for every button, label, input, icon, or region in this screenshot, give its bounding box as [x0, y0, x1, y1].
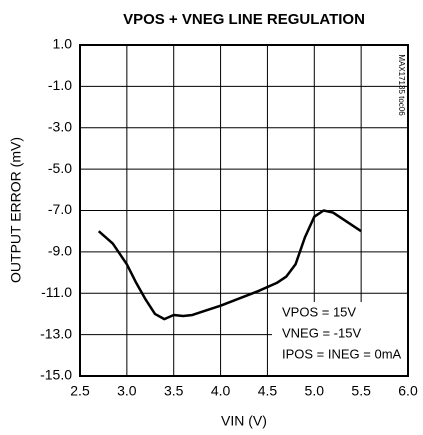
x-tick-label: 6.0 [398, 383, 418, 399]
x-tick-label: 3.0 [117, 383, 137, 399]
x-tick-label: 5.5 [351, 383, 371, 399]
x-tick-label: 2.5 [70, 383, 90, 399]
x-tick-label: 4.5 [258, 383, 278, 399]
chart-title: VPOS + VNEG LINE REGULATION [123, 11, 365, 28]
y-tick-label: -3.0 [48, 118, 72, 134]
y-tick-label: -1.0 [48, 77, 72, 93]
y-tick-label: -5.0 [48, 160, 72, 176]
y-tick-label: -15.0 [40, 367, 72, 383]
y-tick-label: -13.0 [40, 325, 72, 341]
data-line [97, 209, 362, 321]
y-axis-label: OUTPUT ERROR (mV) [8, 137, 24, 283]
side-note: MAX17135 toc06 [397, 54, 406, 116]
y-tick-label: -9.0 [48, 243, 72, 259]
annotation: IPOS = INEG = 0mA [282, 346, 402, 361]
plot-frame [79, 44, 409, 377]
x-tick-label: 4.0 [211, 383, 231, 399]
x-tick-label: 3.5 [164, 383, 184, 399]
annotation: VNEG = -15V [282, 325, 361, 340]
annotation-background [272, 302, 407, 375]
y-tick-label: -11.0 [41, 284, 72, 300]
annotation: VPOS = 15V [282, 304, 356, 319]
x-axis-label: VIN (V) [221, 413, 267, 429]
y-tick-label: 1.0 [53, 36, 73, 52]
x-tick-label: 5.0 [305, 383, 325, 399]
y-tick-label: -7.0 [48, 201, 72, 217]
